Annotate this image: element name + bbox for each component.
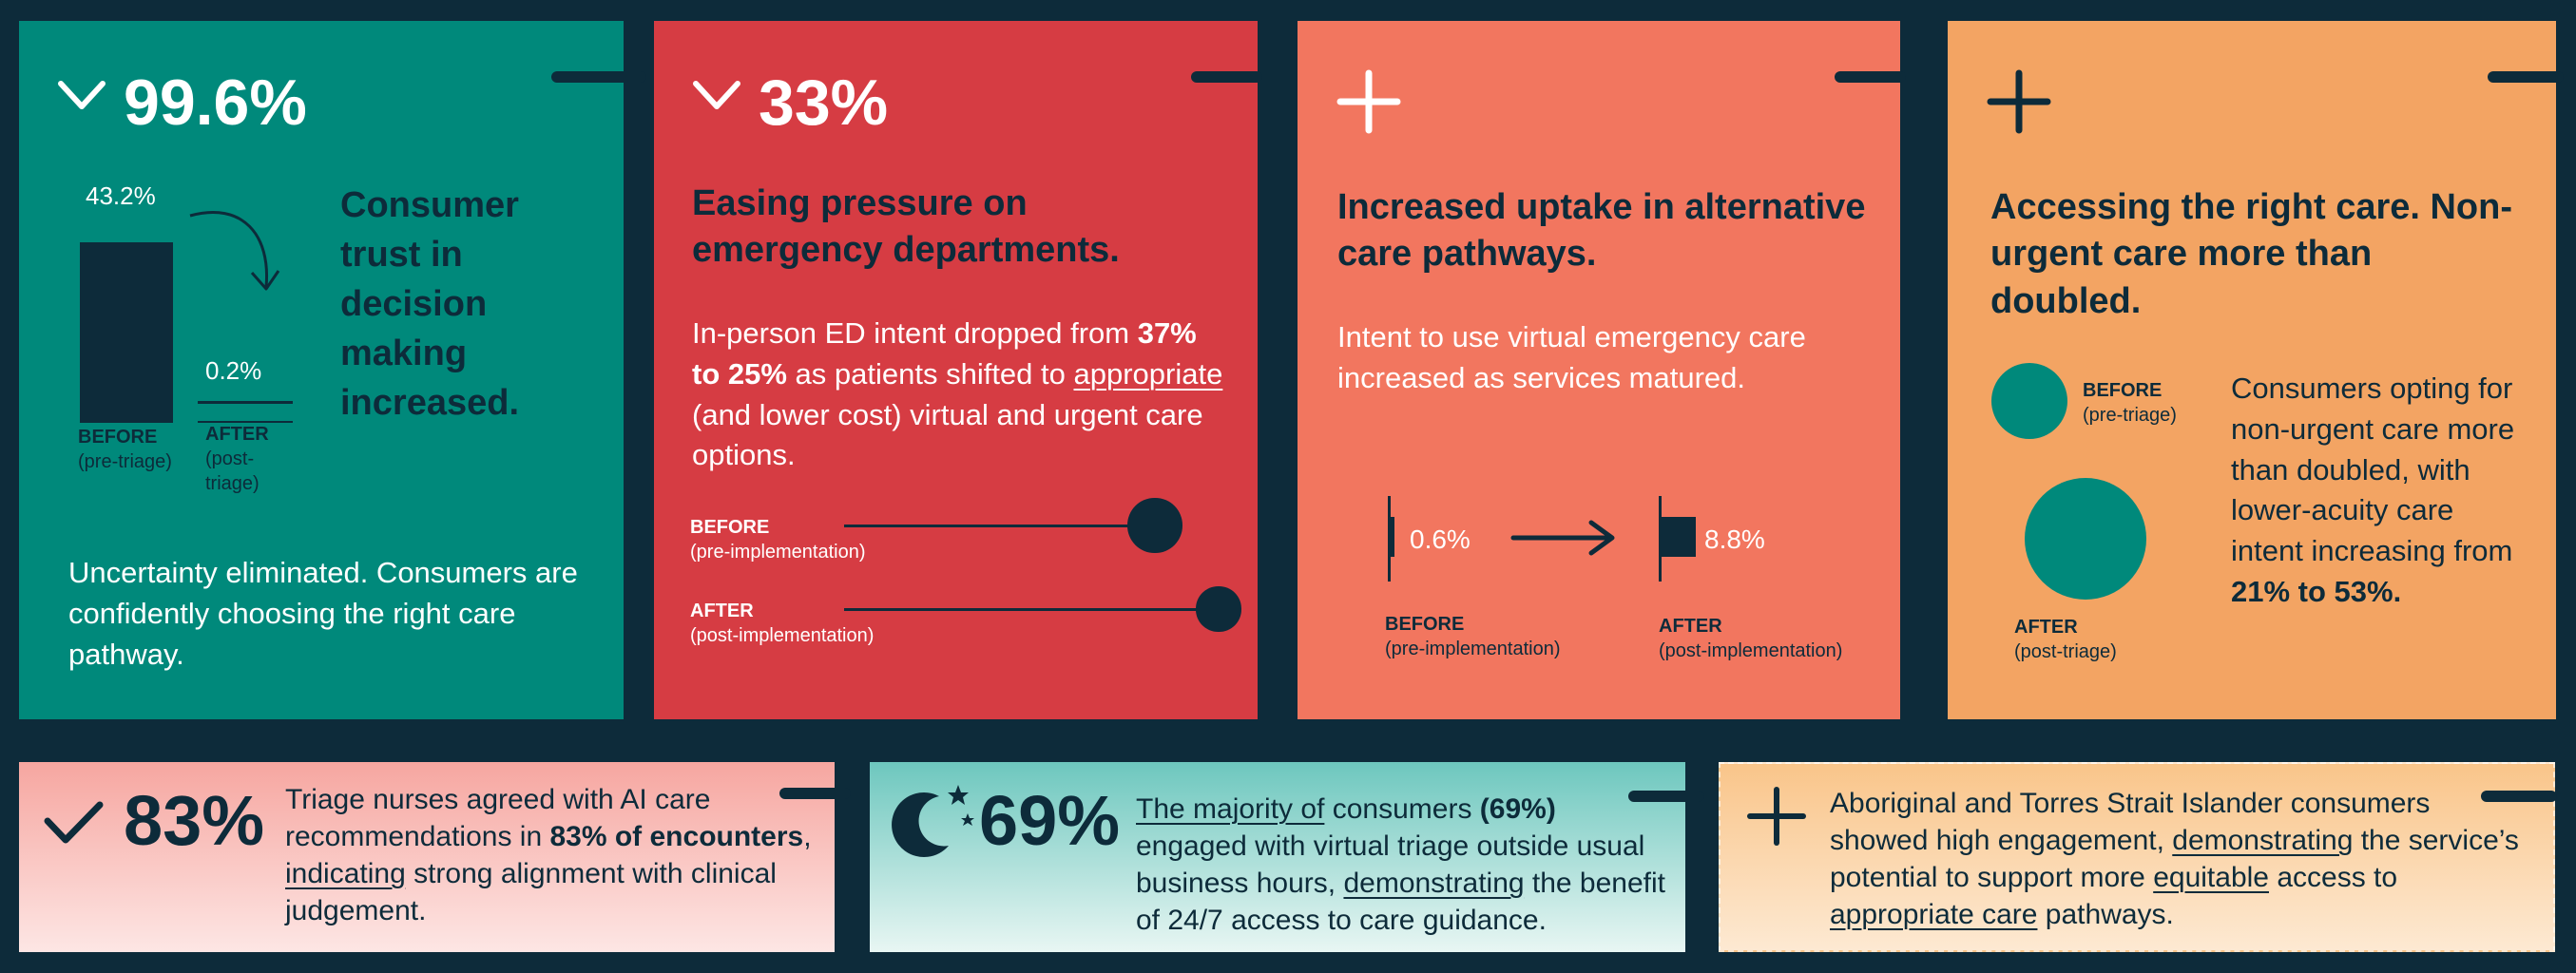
after-circle [2025,478,2146,600]
card-heading: Consumer trust in decision making increa… [340,185,519,424]
card-nurse-agreement: 83% Triage nurses agreed with AI care re… [19,762,851,952]
stat-value: 83% [124,781,265,860]
before-value: 0.6% [1410,525,1471,554]
before-dot [1127,498,1182,553]
plus-icon [1336,69,1401,134]
check-icon [58,81,106,109]
after-label: AFTER (post-implementation) [690,601,875,646]
stat-value: 33% [759,67,889,139]
after-axis [1659,496,1662,582]
before-label: BEFORE (pre-implementation) [1385,614,1561,659]
before-bar [80,242,173,423]
appropriate-link: appropriate [1073,356,1223,391]
before-bar [1391,517,1394,557]
after-bar [198,421,293,423]
after-line [844,608,1220,611]
before-value: 43.2% [86,181,156,210]
after-dot [1196,586,1241,632]
card-tab [1628,791,1704,802]
card-heading: Increased uptake in alternative care pat… [1337,187,1866,275]
before-line [844,525,1158,527]
card-body: In-person ED intent dropped from 37% to … [692,316,1223,472]
card-tab [1191,71,1262,83]
before-circle [1990,362,2068,440]
card-consumer-trust: 99.6% 43.2% 0.2% BEFORE (pre-triage) AFTE… [19,21,646,719]
equitable-link: equitable [2153,862,2269,893]
appropriate-care-link: appropriate care [1830,899,2038,930]
card-body: The majority of consumers (69%) engaged … [1136,793,1666,936]
card-heading: Easing pressure on emergency departments… [692,183,1120,271]
card-tab [551,71,646,83]
curved-arrow-icon [189,211,280,291]
after-label: AFTER (post-triage) [2014,617,2117,662]
after-bar [1662,517,1696,557]
majority-link: The majority of [1136,793,1325,825]
after-value: 0.2% [205,356,262,385]
baseline [198,401,293,404]
check-icon [44,801,104,844]
card-indigenous-engagement: Aboriginal and Torres Strait Islander co… [1719,762,2557,952]
before-label: BEFORE (pre-triage) [2083,380,2177,426]
demonstrating-link: demonstrating [2172,825,2354,856]
card-alternative-pathways: Increased uptake in alternative care pat… [1298,21,1906,719]
stat-value: 69% [979,781,1121,860]
after-value: 8.8% [1704,525,1765,554]
card-tab [2488,71,2564,83]
card-tab [779,788,851,799]
card-body: Consumers opting for non-urgent care mor… [2231,372,2515,608]
card-after-hours: 69% The majority of consumers (69%) enga… [870,762,1704,952]
card-heading: Accessing the right care. Non-urgent car… [1990,187,2513,321]
demonstrating-link: demonstrating [1343,868,1525,899]
card-body: Intent to use virtual emergency care inc… [1337,320,1806,394]
card-tab [1835,71,1906,83]
after-label: AFTER (post-implementation) [1659,616,1843,661]
moon-stars-icon [892,785,974,858]
indicating-link: indicating [285,858,406,889]
arrow-right-icon [1510,520,1615,556]
card-body: Triage nurses agreed with AI care recomm… [285,784,812,926]
card-body: Uncertainty eliminated. Consumers are co… [68,556,578,671]
stat-value: 99.6% [124,67,307,139]
after-label: AFTER (post-triage) [205,424,269,494]
check-icon [693,81,740,109]
card-ed-pressure: 33% Easing pressure on emergency departm… [654,21,1262,719]
plus-icon [1747,787,1806,846]
before-label: BEFORE (pre-triage) [78,427,172,472]
before-axis [1388,496,1391,582]
card-right-care: Accessing the right care. Non-urgent car… [1948,21,2564,719]
before-label: BEFORE (pre-implementation) [690,517,866,563]
card-tab [2481,791,2557,802]
card-body: Aboriginal and Torres Strait Islander co… [1830,788,2519,930]
plus-icon [1987,69,2051,134]
